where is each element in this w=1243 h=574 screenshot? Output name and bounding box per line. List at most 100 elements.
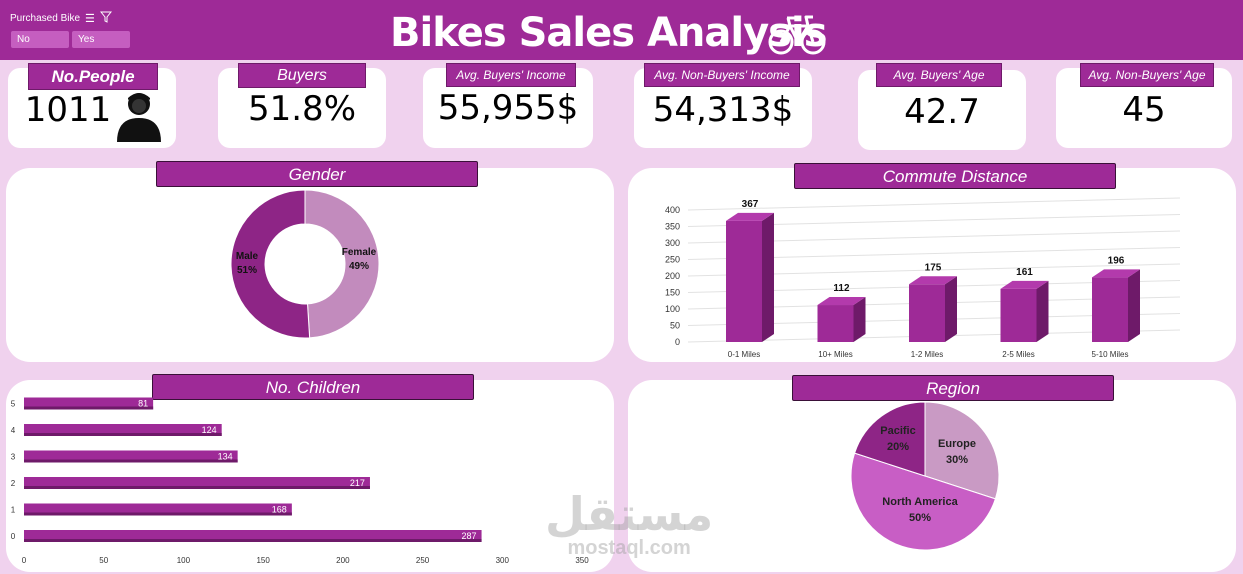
children-category-label: 4 [11,426,16,435]
commute-bar [909,284,945,342]
gender-slice-male [230,189,311,339]
region-percent: 50% [909,512,931,524]
region-percent: 20% [887,441,909,453]
commute-category-label: 2-5 Miles [1002,350,1034,359]
children-category-label: 0 [11,532,16,541]
children-bar-shadow [24,433,222,436]
children-category-label: 5 [11,400,16,409]
kpi-value-buyers: 51.8% [247,89,356,129]
commute-bar-top [817,297,866,306]
commute-category-label: 10+ Miles [818,350,852,359]
commute-bar-side [1036,280,1049,342]
header-bar: Purchased Bike ☰ No Yes Bikes Sales Anal… [0,0,1243,60]
commute-ytick: 300 [665,238,680,248]
commute-ytick: 0 [675,337,680,347]
multi-select-icon[interactable]: ☰ [85,13,95,25]
children-bar-shadow [24,539,482,542]
region-percent: 30% [946,454,968,466]
commute-value-label: 161 [1016,267,1033,278]
commute-ytick: 100 [665,304,680,314]
commute-bar-side [762,212,774,342]
commute-category-label: 0-1 Miles [728,350,760,359]
children-xtick: 0 [22,556,27,565]
children-bar-shadow [24,486,370,489]
commute-bar-chart: 0 50 100 150 200 250 300 350 400 367 0-1 Miles 112 1… [665,197,1181,359]
region-label: North America [882,496,958,508]
children-bar-shadow [24,406,154,410]
children-category-label: 2 [11,479,16,488]
kpi-value-buyers-income: 55,955$ [437,88,579,128]
children-value-label: 81 [138,399,148,409]
children-category-label: 3 [11,453,16,462]
clear-filter-icon[interactable] [99,11,112,26]
children-xtick: 350 [575,556,589,565]
kpi-label-non-buyers-income: Avg. Non-Buyers' Income [644,63,800,87]
region-pie-chart: Europe 30% North America 50% Pacific 20% [850,401,1000,551]
kpi-label-people: No.People [28,63,158,90]
kpi-value-buyers-age: 42.7 [904,92,980,132]
region-slice [850,452,997,551]
kpi-label-buyers-income: Avg. Buyers' Income [446,63,576,87]
commute-category-label: 5-10 Miles [1092,350,1129,359]
kpi-value-non-buyers-income: 54,313$ [652,90,794,130]
children-bar-chart: 0 50 100 150 200 250 300 350 287 0 168 1 217 2 134 3 124… [11,397,589,565]
kpi-value-non-buyers-age: 45 [1122,90,1166,130]
children-value-label: 287 [462,531,477,541]
gender-title: Gender [156,161,478,187]
gender-label-male: Male [236,251,259,262]
children-value-label: 124 [202,425,217,435]
children-xtick: 150 [256,556,270,565]
commute-bar [1092,277,1128,342]
children-value-label: 134 [218,452,233,462]
region-label: Europe [938,438,976,450]
commute-value-label: 196 [1108,255,1125,266]
children-value-label: 217 [350,478,365,488]
gender-donut-chart: Female 49% Male 51% [230,189,380,339]
commute-bar-top [1092,269,1140,278]
children-bar-shadow [24,459,238,463]
commute-bar-top [1000,280,1049,289]
region-label: Pacific [880,425,915,437]
region-title: Region [792,375,1114,401]
slicer-header: Purchased Bike ☰ [10,11,112,26]
commute-value-label: 112 [833,283,850,294]
region-slice [924,401,1000,500]
commute-bar [817,305,854,342]
kpi-label-buyers: Buyers [238,63,366,88]
slicer-option-no[interactable]: No [11,31,69,48]
commute-bar [1000,288,1037,342]
region-slice [853,401,926,477]
commute-title: Commute Distance [794,163,1116,189]
kpi-label-non-buyers-age: Avg. Non-Buyers' Age [1080,63,1214,87]
commute-ytick: 150 [665,288,680,298]
commute-ytick: 50 [670,321,680,331]
slicer-option-yes[interactable]: Yes [72,31,130,48]
gender-percent-male: 51% [237,265,257,276]
page-title: Bikes Sales Analysis [390,10,828,56]
gender-slice-female [304,189,380,339]
commute-bar [726,220,762,342]
person-icon [117,93,161,142]
gender-label-female: Female [342,247,377,258]
children-title: No. Children [152,374,474,400]
commute-bar-top [726,212,774,221]
commute-bar-side [945,276,957,342]
commute-gridline [687,197,1181,211]
commute-ytick: 400 [665,205,680,215]
commute-bar-top [909,276,957,285]
kpi-value-people: 1011 [24,90,112,130]
children-xtick: 300 [496,556,510,565]
commute-bar-side [1128,269,1140,342]
commute-ytick: 250 [665,255,680,265]
children-xtick: 100 [177,556,191,565]
commute-ytick: 200 [665,271,680,281]
commute-value-label: 367 [742,199,759,210]
children-bar-shadow [24,512,292,516]
commute-category-label: 1-2 Miles [911,350,943,359]
slicer-title: Purchased Bike [10,13,81,24]
kpi-label-buyers-age: Avg. Buyers' Age [876,63,1002,87]
children-value-label: 168 [272,505,287,515]
commute-bar-side [853,297,866,342]
gender-percent-female: 49% [349,261,369,272]
children-xtick: 250 [416,556,430,565]
